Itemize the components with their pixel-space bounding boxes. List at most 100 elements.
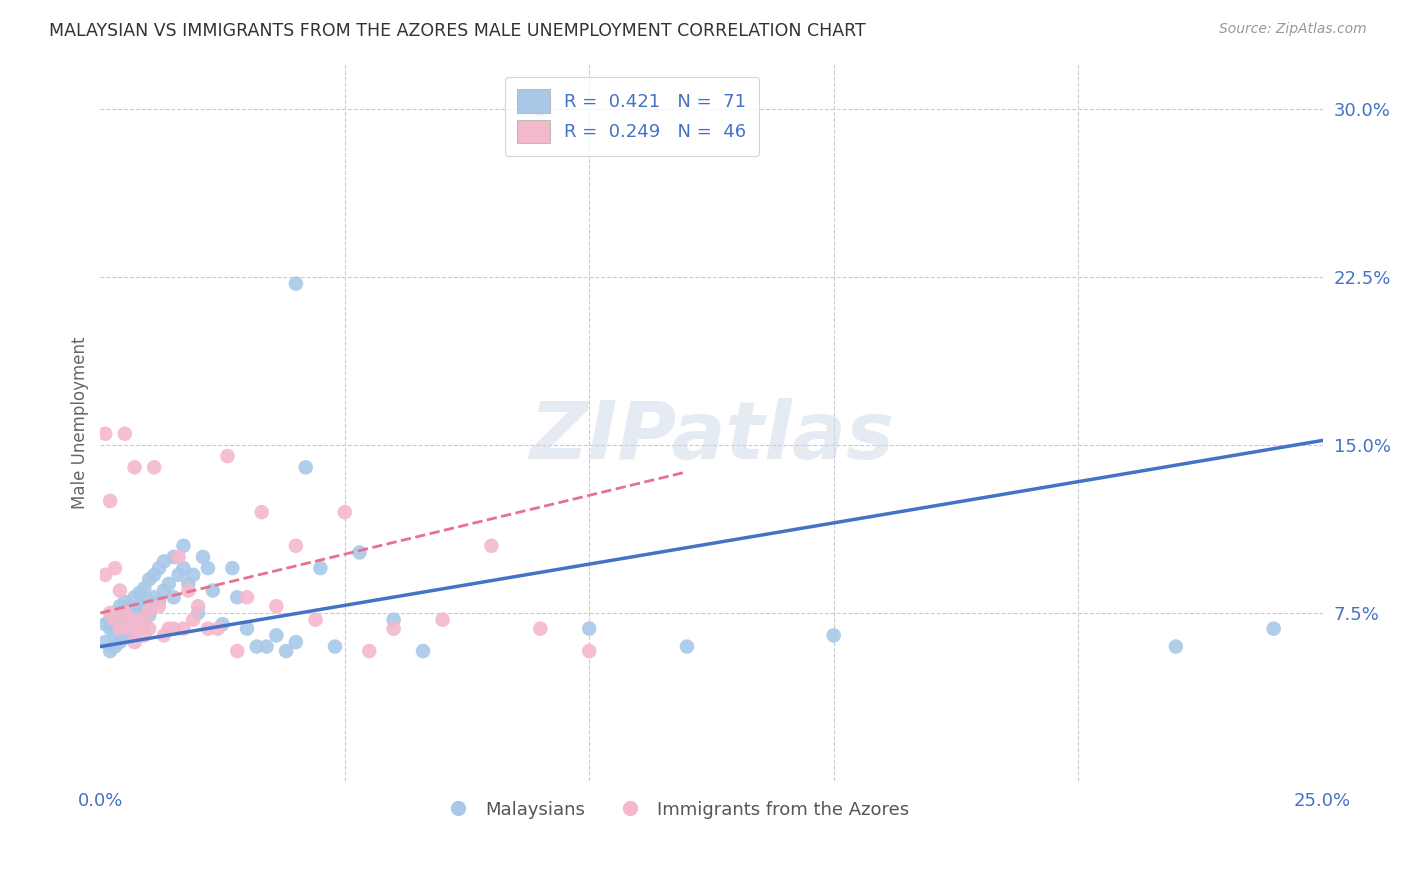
Point — [294, 460, 316, 475]
Point — [108, 635, 131, 649]
Point — [167, 567, 190, 582]
Point — [118, 613, 141, 627]
Point — [134, 599, 156, 614]
Point — [197, 561, 219, 575]
Point — [266, 628, 288, 642]
Point — [250, 505, 273, 519]
Point — [309, 561, 332, 575]
Point — [349, 545, 371, 559]
Legend: Malaysians, Immigrants from the Azores: Malaysians, Immigrants from the Azores — [433, 793, 917, 826]
Point — [128, 622, 150, 636]
Point — [578, 622, 600, 636]
Point — [108, 622, 131, 636]
Point — [153, 583, 176, 598]
Point — [172, 539, 194, 553]
Point — [226, 591, 249, 605]
Point — [304, 613, 326, 627]
Point — [108, 599, 131, 614]
Point — [187, 599, 209, 614]
Point — [201, 583, 224, 598]
Point — [177, 577, 200, 591]
Point — [134, 582, 156, 596]
Point — [191, 549, 214, 564]
Point — [217, 449, 239, 463]
Point — [98, 494, 121, 508]
Point — [94, 617, 117, 632]
Point — [181, 613, 204, 627]
Point — [138, 573, 160, 587]
Point — [118, 599, 141, 614]
Point — [211, 617, 233, 632]
Point — [1164, 640, 1187, 654]
Point — [187, 606, 209, 620]
Point — [108, 613, 131, 627]
Point — [284, 539, 307, 553]
Point — [94, 567, 117, 582]
Point — [98, 644, 121, 658]
Point — [382, 613, 405, 627]
Point — [134, 628, 156, 642]
Point — [481, 539, 503, 553]
Point — [98, 613, 121, 627]
Point — [104, 617, 127, 632]
Point — [284, 635, 307, 649]
Point — [148, 595, 170, 609]
Point — [256, 640, 278, 654]
Text: Source: ZipAtlas.com: Source: ZipAtlas.com — [1219, 22, 1367, 37]
Point — [177, 583, 200, 598]
Point — [181, 567, 204, 582]
Point — [124, 617, 146, 632]
Point — [124, 635, 146, 649]
Point — [172, 622, 194, 636]
Point — [153, 628, 176, 642]
Point — [114, 617, 136, 632]
Point — [148, 561, 170, 575]
Point — [114, 426, 136, 441]
Point — [323, 640, 346, 654]
Point — [529, 102, 551, 116]
Point — [207, 622, 229, 636]
Point — [124, 591, 146, 605]
Text: MALAYSIAN VS IMMIGRANTS FROM THE AZORES MALE UNEMPLOYMENT CORRELATION CHART: MALAYSIAN VS IMMIGRANTS FROM THE AZORES … — [49, 22, 866, 40]
Point — [118, 626, 141, 640]
Point — [157, 577, 180, 591]
Point — [138, 604, 160, 618]
Point — [676, 640, 699, 654]
Point — [823, 628, 845, 642]
Point — [529, 622, 551, 636]
Point — [104, 561, 127, 575]
Point — [266, 599, 288, 614]
Text: ZIPatlas: ZIPatlas — [529, 398, 894, 475]
Point — [412, 644, 434, 658]
Point — [274, 644, 297, 658]
Point — [157, 622, 180, 636]
Point — [104, 613, 127, 627]
Point — [124, 460, 146, 475]
Point — [98, 622, 121, 636]
Point — [578, 644, 600, 658]
Point — [226, 644, 249, 658]
Point — [138, 622, 160, 636]
Point — [143, 567, 166, 582]
Point — [114, 606, 136, 620]
Point — [104, 628, 127, 642]
Point — [153, 554, 176, 568]
Point — [197, 622, 219, 636]
Point — [172, 561, 194, 575]
Point — [108, 622, 131, 636]
Point — [128, 613, 150, 627]
Point — [148, 599, 170, 614]
Point — [221, 561, 243, 575]
Point — [163, 549, 186, 564]
Point — [143, 460, 166, 475]
Point — [1263, 622, 1285, 636]
Point — [333, 505, 356, 519]
Point — [108, 583, 131, 598]
Point — [167, 549, 190, 564]
Point — [104, 640, 127, 654]
Point — [118, 613, 141, 627]
Point — [104, 606, 127, 620]
Point — [382, 622, 405, 636]
Point — [138, 608, 160, 623]
Point — [94, 635, 117, 649]
